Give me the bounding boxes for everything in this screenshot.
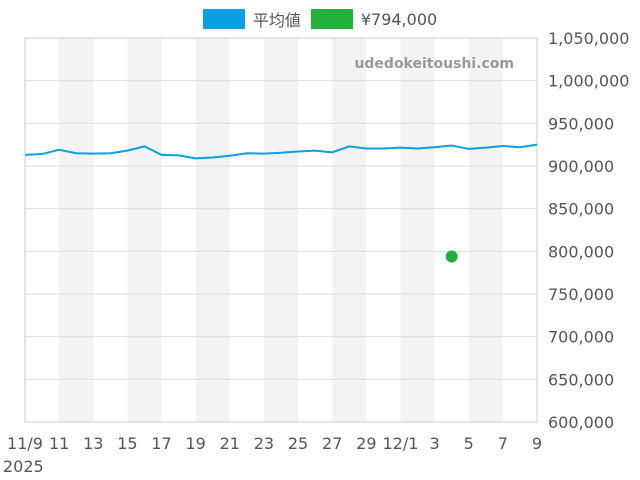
- y-tick-label: 1,000,000: [548, 72, 629, 91]
- x-tick-label: 25: [288, 434, 308, 453]
- y-tick-label: 850,000: [548, 200, 614, 219]
- x-tick-label: 19: [185, 434, 205, 453]
- x-tick-label: 15: [117, 434, 137, 453]
- x-tick-label: 11: [49, 434, 69, 453]
- y-tick-label: 600,000: [548, 413, 614, 432]
- y-tick-label: 950,000: [548, 114, 614, 133]
- legend-item-average[interactable]: 平均値: [202, 8, 301, 30]
- legend-label-price: ¥794,000: [360, 9, 438, 29]
- x-tick-label: 3: [430, 434, 440, 453]
- x-tick-label: 21: [220, 434, 240, 453]
- x-tick-label: 12/1: [382, 434, 418, 453]
- series-line-average: [24, 143, 538, 160]
- x-tick-label: 29: [356, 434, 376, 453]
- legend-label-average: 平均値: [252, 11, 301, 30]
- legend-item-price[interactable]: ¥794,000: [310, 8, 438, 30]
- chart-band: [468, 38, 503, 422]
- y-tick-label: 1,050,000: [548, 29, 629, 48]
- x-tick-label: 23: [254, 434, 274, 453]
- chart-band: [59, 38, 94, 422]
- y-tick-label: 750,000: [548, 285, 614, 304]
- chart-band: [263, 38, 299, 422]
- series-point-price[interactable]: [445, 250, 458, 263]
- legend-swatch-average: [202, 9, 245, 29]
- chart-bands: [59, 38, 503, 422]
- x-tick-label: 7: [498, 434, 508, 453]
- x-axis-ticks: 11/9 11 13 15 17 19 21 23 25 27 29 12/1 3 5 7 9 2025: [3, 434, 542, 476]
- x-tick-label: 13: [83, 434, 103, 453]
- chart-band: [195, 38, 230, 422]
- y-tick-label: 650,000: [548, 370, 614, 389]
- y-axis-ticks: 600,000 650,000 700,000 750,000 800,000 850,0…: [548, 29, 629, 432]
- chart-band: [127, 38, 162, 422]
- x-tick-label: 11/9: [7, 434, 43, 453]
- y-tick-label: 800,000: [548, 242, 614, 261]
- x-year-label: 2025: [3, 457, 44, 476]
- watermark: udedokeitoushi.com: [354, 56, 514, 72]
- legend: 平均値 ¥794,000: [0, 8, 640, 30]
- chart-series: [24, 143, 538, 263]
- x-tick-label: 27: [322, 434, 342, 453]
- x-tick-label: 9: [532, 434, 542, 453]
- chart-band: [332, 38, 367, 422]
- legend-swatch-price: [310, 9, 353, 29]
- plot-frame: [24, 37, 538, 423]
- y-tick-label: 900,000: [548, 157, 614, 176]
- x-tick-label: 5: [464, 434, 474, 453]
- x-tick-label: 17: [151, 434, 171, 453]
- chart-band: [400, 38, 435, 422]
- y-tick-label: 700,000: [548, 328, 614, 347]
